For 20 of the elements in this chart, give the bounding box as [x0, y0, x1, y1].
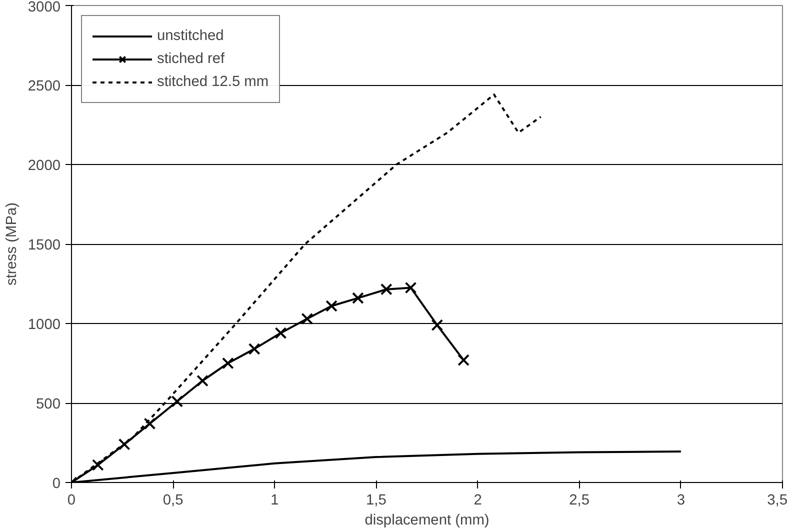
legend-label: unstitched [157, 28, 224, 44]
x-tick-label: 1 [270, 492, 279, 508]
x-tick-label: 3,5 [767, 492, 787, 508]
x-tick-label: 0,5 [162, 492, 184, 508]
x-tick-label: 0 [67, 492, 76, 508]
y-tick-label: 3000 [28, 0, 61, 16]
x-tick-label: 2 [474, 492, 482, 508]
x-axis-title: displacement (mm) [364, 512, 490, 528]
y-tick-label: 1000 [28, 317, 61, 333]
y-axis-title: stress (MPa) [4, 202, 20, 286]
y-tick-label: 500 [36, 396, 61, 412]
x-tick-label: 2,5 [569, 492, 590, 508]
x-tick-label: 3 [676, 492, 686, 508]
y-tick-label: 1500 [28, 238, 61, 254]
y-tick-label: 2000 [28, 158, 61, 174]
legend-label: stitched 12.5 mm [157, 74, 269, 90]
legend-label: stiched ref [157, 51, 225, 67]
x-tick-label: 1,5 [366, 492, 386, 508]
y-tick-label: 2500 [28, 78, 61, 94]
y-tick-label: 0 [52, 476, 61, 492]
